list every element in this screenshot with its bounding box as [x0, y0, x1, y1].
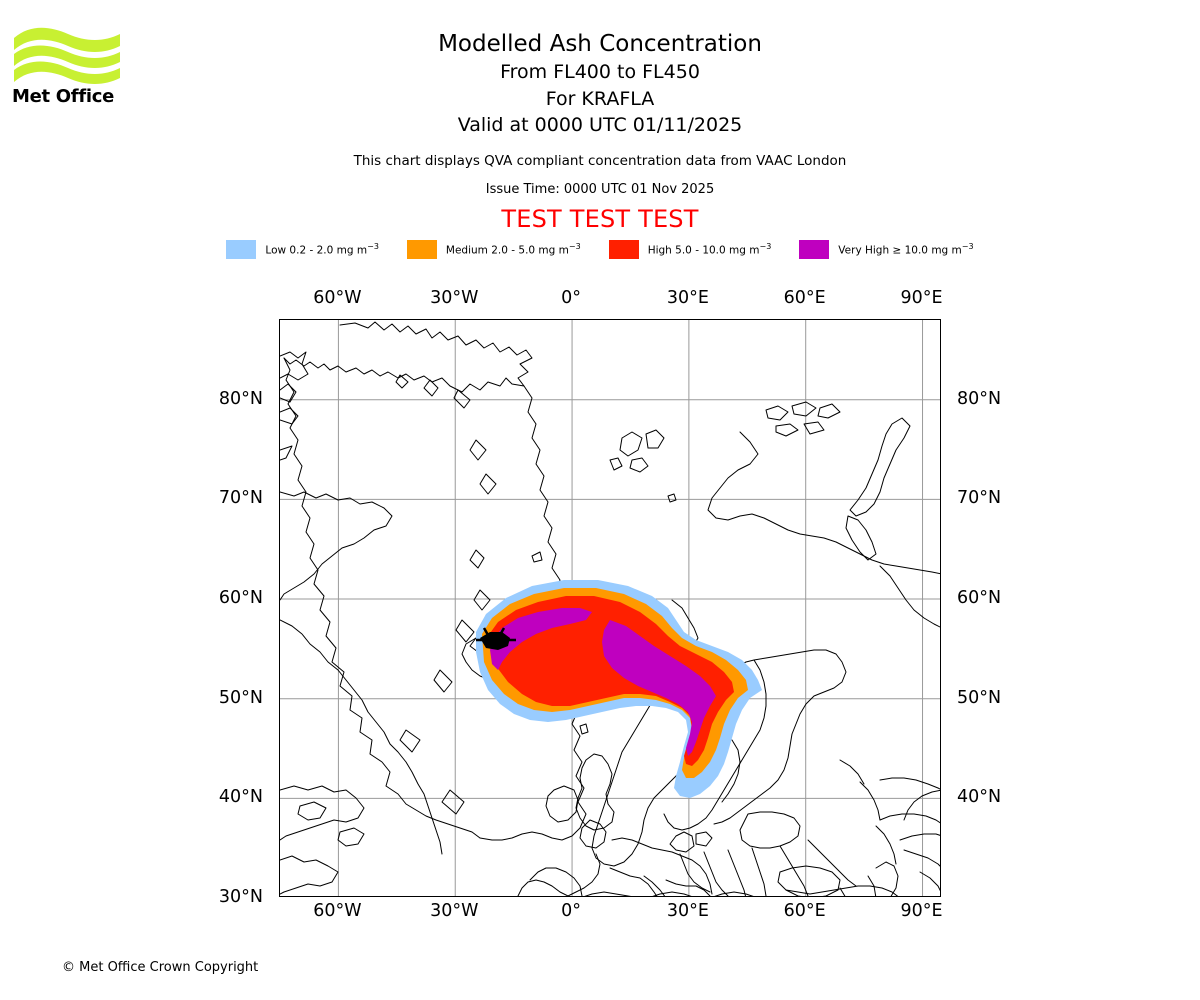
- legend-item-high: High 5.0 - 10.0 mg m−3: [608, 240, 772, 259]
- lat-label-left-40N: 40°N: [218, 787, 263, 808]
- legend-item-medium: Medium 2.0 - 5.0 mg m−3: [406, 240, 581, 259]
- test-banner: TEST TEST TEST: [501, 205, 699, 234]
- lat-label-right-60N: 60°N: [957, 588, 1002, 609]
- legend-swatch-low: [226, 240, 257, 259]
- met-office-logo: Met Office: [12, 26, 122, 116]
- legend-item-low: Low 0.2 - 2.0 mg m−3: [226, 240, 379, 259]
- legend-label-low: Low 0.2 - 2.0 mg m−3: [265, 242, 379, 257]
- map-plot-area: [279, 319, 941, 897]
- lat-label-right-50N: 50°N: [957, 687, 1002, 708]
- chart-header: Modelled Ash Concentration From FL400 to…: [0, 0, 1200, 233]
- page-title: Modelled Ash Concentration: [438, 31, 762, 57]
- legend-label-very-high: Very High ≥ 10.0 mg m−3: [838, 242, 974, 257]
- lon-label-top-30W: 30°W: [430, 288, 479, 308]
- legend-item-very-high: Very High ≥ 10.0 mg m−3: [799, 240, 974, 259]
- map-canvas: [280, 320, 940, 896]
- flight-level-subtitle: From FL400 to FL450: [500, 61, 700, 84]
- lat-label-left-60N: 60°N: [218, 588, 263, 609]
- met-office-waves-icon: [14, 27, 120, 84]
- plume-band-very-high: [490, 608, 716, 756]
- met-office-wordmark: Met Office: [12, 86, 115, 107]
- plume-band-high: [488, 596, 734, 766]
- lat-label-right-70N: 70°N: [957, 488, 1002, 509]
- legend-label-medium: Medium 2.0 - 5.0 mg m−3: [445, 242, 581, 257]
- lon-label-bottom-0: 0°: [561, 901, 581, 921]
- lon-label-top-90E: 90°E: [900, 288, 943, 308]
- legend-label-high: High 5.0 - 10.0 mg m−3: [647, 242, 772, 257]
- lat-label-left-30N: 30°N: [218, 887, 263, 907]
- lon-label-top-0: 0°: [561, 288, 581, 308]
- valid-time-subtitle: Valid at 0000 UTC 01/11/2025: [457, 113, 743, 136]
- lon-label-bottom-60E: 60°E: [783, 901, 826, 921]
- ash-concentration-map: 60°W 30°W 0° 30°E 60°E 90°E 60°W 30°W 0°…: [219, 288, 1001, 921]
- volcano-source-cross: [476, 627, 516, 643]
- lon-label-top-60W: 60°W: [313, 288, 362, 308]
- lon-label-bottom-60W: 60°W: [313, 901, 362, 921]
- lat-label-left-50N: 50°N: [218, 687, 263, 708]
- lon-label-bottom-30E: 30°E: [666, 901, 709, 921]
- ash-plume-contours: [476, 580, 762, 798]
- lon-label-top-60E: 60°E: [783, 288, 826, 308]
- concentration-legend: Low 0.2 - 2.0 mg m−3 Medium 2.0 - 5.0 mg…: [0, 240, 1200, 259]
- copyright-text: © Met Office Crown Copyright: [62, 960, 259, 975]
- graticule-gridlines: [280, 320, 940, 896]
- lon-label-top-30E: 30°E: [666, 288, 709, 308]
- lat-label-right-40N: 40°N: [957, 787, 1002, 808]
- issue-time: Issue Time: 0000 UTC 01 Nov 2025: [485, 182, 715, 198]
- qva-note: This chart displays QVA compliant concen…: [353, 153, 847, 170]
- lon-label-bottom-30W: 30°W: [430, 901, 479, 921]
- legend-swatch-high: [608, 240, 639, 259]
- legend-swatch-very-high: [799, 240, 830, 259]
- lat-label-left-70N: 70°N: [218, 488, 263, 509]
- lat-label-right-80N: 80°N: [957, 388, 1002, 409]
- legend-swatch-medium: [406, 240, 437, 259]
- lat-label-left-80N: 80°N: [218, 388, 263, 409]
- lon-label-bottom-90E: 90°E: [900, 901, 943, 921]
- volcano-subtitle: For KRAFLA: [545, 87, 655, 110]
